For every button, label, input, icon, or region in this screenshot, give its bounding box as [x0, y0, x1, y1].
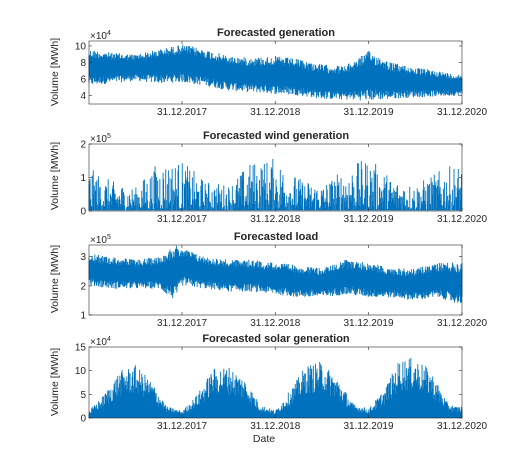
x-tick-label: 31.12.2017 — [157, 318, 207, 329]
y-tick-label: 4 — [80, 91, 86, 102]
x-tick-label: 31.12.2019 — [343, 107, 393, 118]
x-tick-label: 31.12.2018 — [250, 107, 300, 118]
x-tick-label: 31.12.2018 — [250, 421, 300, 432]
y-tick-label: 0 — [80, 207, 86, 218]
x-tick-label: 31.12.2019 — [343, 421, 393, 432]
panel-title: Forecasted generation — [217, 27, 335, 39]
plot-area: 1 2 3 31.12.2017 31.12.2018 31.12.2019 31.12.2… — [80, 244, 487, 329]
panel-forecasted-wind-generation: Forecasted wind generation ×105 Volume [… — [49, 130, 487, 225]
x-tick-label: 31.12.2017 — [157, 107, 207, 118]
x-tick-label: 31.12.2019 — [343, 214, 393, 225]
panel-forecasted-load: Forecasted load ×105 Volume [MWh] 1 2 3 31.… — [49, 231, 487, 329]
x-tick-label: 31.12.2017 — [157, 214, 207, 225]
exponent-power: 4 — [107, 30, 111, 37]
exponent-label: ×104 — [90, 336, 111, 348]
plot-area: 0 5 10 15 31.12.2017 31.12.2018 31.12.2019 31.1… — [75, 343, 488, 433]
exponent-base: ×10 — [90, 235, 107, 246]
y-tick-label: 5 — [80, 390, 86, 401]
x-tick-label: 31.12.2020 — [437, 107, 487, 118]
x-tick-label: 31.12.2019 — [343, 318, 393, 329]
exponent-power: 4 — [107, 336, 111, 343]
x-tick-label: 31.12.2018 — [250, 318, 300, 329]
exponent-label: ×104 — [90, 30, 111, 42]
x-tick-label: 31.12.2020 — [437, 421, 487, 432]
exponent-label: ×105 — [90, 133, 111, 145]
y-tick-label: 2 — [80, 140, 86, 151]
svg-text:×104: ×104 — [90, 30, 111, 42]
x-tick-label: 31.12.2018 — [250, 214, 300, 225]
y-tick-label: 1 — [80, 311, 86, 322]
svg-text:×104: ×104 — [90, 336, 111, 348]
panel-forecasted-generation: Forecasted generation ×104 Volume [MWh] … — [49, 27, 487, 118]
svg-text:×105: ×105 — [90, 234, 111, 246]
y-tick-label: 1 — [80, 173, 86, 184]
plot-area: 0 1 2 31.12.2017 31.12.2018 31.12.2019 31.12.2… — [80, 140, 487, 226]
exponent-base: ×10 — [90, 31, 107, 42]
svg-text:×105: ×105 — [90, 133, 111, 145]
y-axis-label: Volume [MWh] — [49, 348, 61, 416]
y-tick-label: 10 — [75, 366, 87, 377]
exponent-power: 5 — [107, 234, 111, 241]
y-tick-label: 3 — [80, 252, 86, 263]
y-tick-label: 10 — [75, 41, 87, 52]
exponent-power: 5 — [107, 133, 111, 140]
y-axis-label: Volume [MWh] — [49, 245, 61, 313]
x-tick-label: 31.12.2020 — [437, 214, 487, 225]
y-tick-label: 6 — [80, 75, 86, 86]
panel-title: Forecasted solar generation — [202, 333, 350, 345]
x-tick-label: 31.12.2020 — [437, 318, 487, 329]
panel-title: Forecasted wind generation — [203, 130, 349, 142]
x-tick-label: 31.12.2017 — [157, 421, 207, 432]
y-tick-label: 0 — [80, 414, 86, 425]
plot-area: 4 6 8 10 31.12.2017 31.12.2018 31.12.2019 31.12… — [75, 40, 487, 118]
y-axis-label: Volume [MWh] — [49, 38, 61, 106]
exponent-label: ×105 — [90, 234, 111, 246]
panel-title: Forecasted load — [234, 231, 318, 243]
y-axis-label: Volume [MWh] — [49, 142, 61, 210]
exponent-base: ×10 — [90, 337, 107, 348]
y-tick-label: 2 — [80, 281, 86, 292]
panel-forecasted-solar-generation: Forecasted solar generation ×104 Volume … — [49, 333, 487, 445]
y-tick-label: 8 — [80, 58, 86, 69]
x-axis-label: Date — [253, 433, 275, 445]
y-tick-label: 15 — [75, 343, 87, 354]
exponent-base: ×10 — [90, 134, 107, 145]
